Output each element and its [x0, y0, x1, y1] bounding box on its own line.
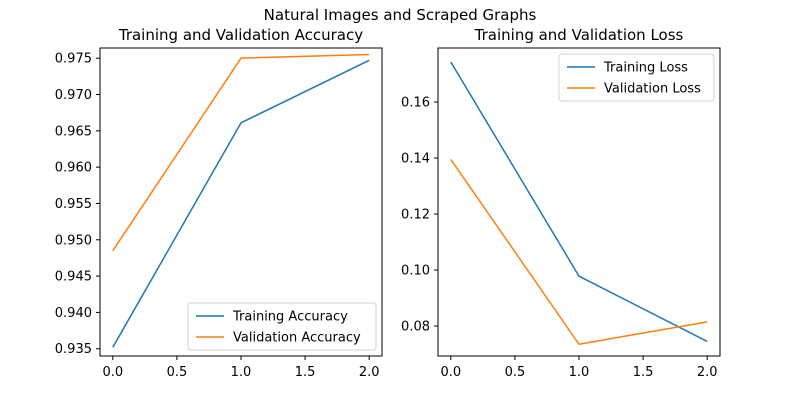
loss-chart: Training and Validation Loss 0.0 0.5 1.0 1.… — [401, 26, 721, 380]
legend-label: Training Accuracy — [232, 310, 348, 325]
x-tick-label: 1.5 — [633, 365, 654, 380]
x-tick-label: 0.5 — [167, 365, 188, 380]
x-tick-label: 1.0 — [231, 365, 252, 380]
series-line-training-loss — [450, 61, 708, 343]
y-tick-label: 0.955 — [55, 197, 92, 212]
loss-chart-title: Training and Validation Loss — [474, 26, 684, 44]
y-tick-label: 0.10 — [401, 264, 430, 279]
legend-label: Validation Loss — [604, 82, 701, 97]
y-tick-label: 0.940 — [55, 306, 92, 321]
x-tick-label: 0.0 — [440, 365, 461, 380]
legend-box — [187, 302, 377, 351]
y-tick-label: 0.945 — [55, 270, 92, 285]
y-tick-label: 0.14 — [401, 152, 430, 167]
y-tick-label: 0.970 — [55, 88, 92, 103]
x-tick-label: 0.0 — [102, 365, 123, 380]
series-line-training-accuracy — [112, 59, 370, 348]
x-tick-label: 2.0 — [359, 365, 380, 380]
y-tick-label: 0.08 — [401, 320, 430, 335]
series-line-validation-accuracy — [112, 53, 370, 252]
accuracy-chart: Training and Validation Accuracy 0.0 0.5 1… — [55, 26, 383, 380]
y-tick-label: 0.950 — [55, 233, 92, 248]
x-tick-label: 0.5 — [505, 365, 526, 380]
x-tick-label: 1.0 — [569, 365, 590, 380]
y-tick-label: 0.16 — [401, 96, 430, 111]
legend-box — [558, 53, 715, 102]
legend-label: Training Loss — [603, 61, 688, 76]
y-tick-label: 0.960 — [55, 161, 92, 176]
series-line-validation-loss — [450, 159, 708, 345]
figure-title: Natural Images and Scraped Graphs — [264, 6, 537, 24]
y-tick-label: 0.975 — [55, 52, 92, 67]
legend: Training Loss Validation Loss — [558, 53, 715, 102]
y-tick-label: 0.12 — [401, 208, 430, 223]
accuracy-chart-title: Training and Validation Accuracy — [118, 26, 363, 44]
legend: Training Accuracy Validation Accuracy — [187, 302, 377, 351]
y-tick-label: 0.935 — [55, 342, 92, 357]
x-tick-label: 2.0 — [697, 365, 718, 380]
y-tick-label: 0.965 — [55, 124, 92, 139]
x-tick-label: 1.5 — [295, 365, 316, 380]
legend-label: Validation Accuracy — [233, 331, 361, 346]
